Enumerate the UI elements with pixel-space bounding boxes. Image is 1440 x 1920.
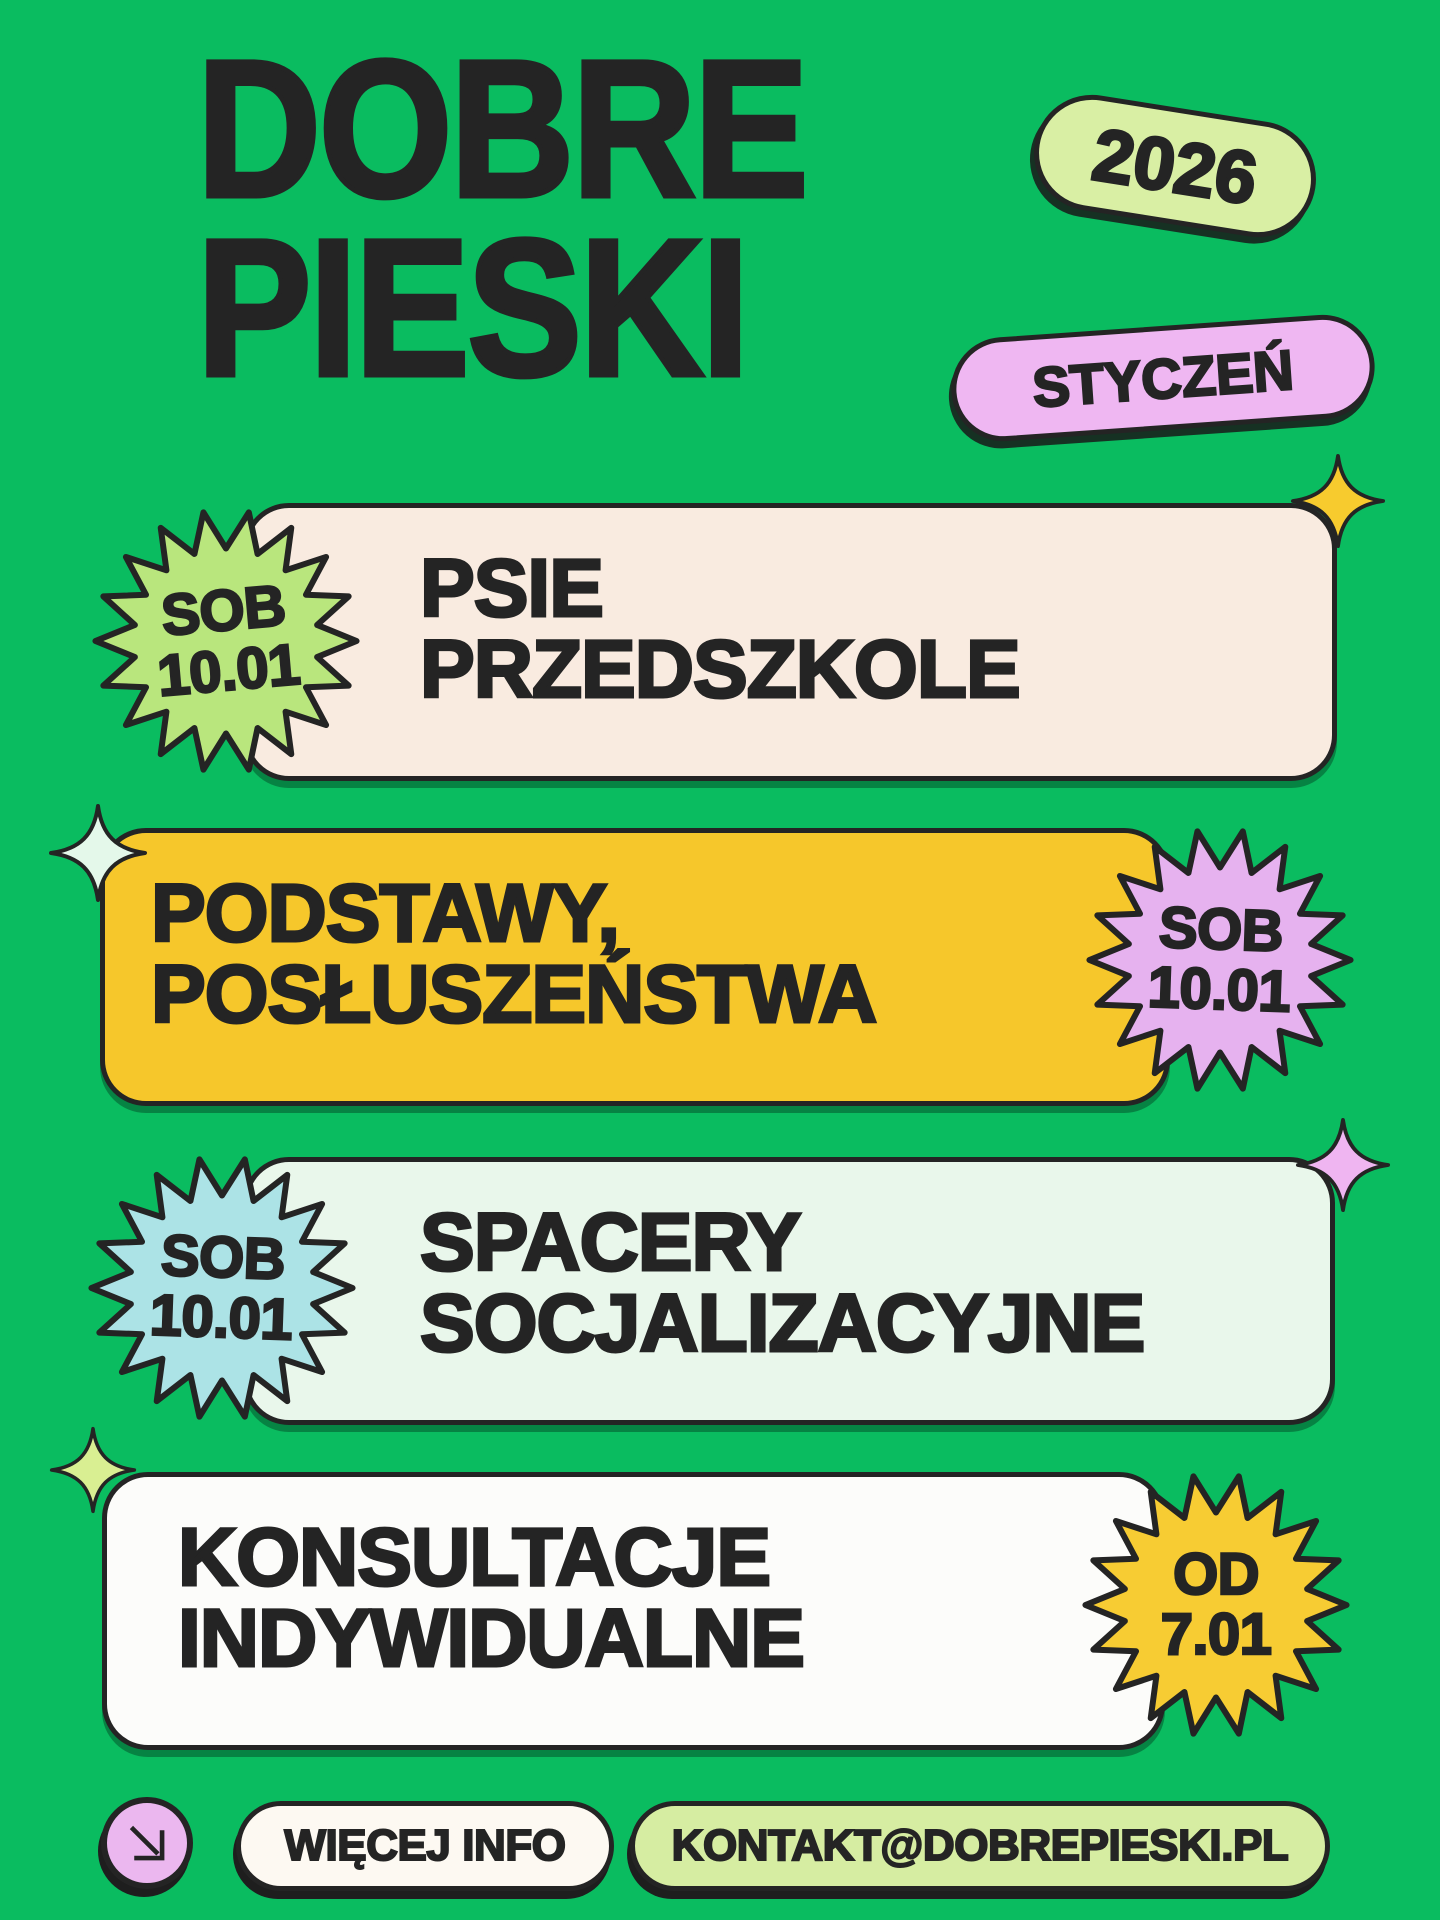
sparkle-icon [1295,1117,1391,1213]
sparkle-icon [49,1426,137,1514]
title-line-1: DOBRE [195,20,811,238]
date-badge-date: 10.01 [154,631,304,711]
event-card-konsultacje-indywidualne: KONSULTACJE INDYWIDUALNE [102,1472,1165,1750]
date-badge-date: 10.01 [1146,953,1293,1025]
event-title: PSIE PRZEDSZKOLE [419,543,1023,716]
contact-label: KONTAKT@DOBREPIESKI.PL [671,1820,1290,1871]
starburst-icon [88,1156,356,1420]
sparkle-icon [48,803,148,903]
date-badge-day: OD [1172,1541,1261,1607]
arrow-button[interactable] [101,1797,193,1889]
event-title: KONSULTACJE INDYWIDUALNE [177,1512,807,1685]
date-badge-day: SOB [1157,893,1286,965]
arrow-down-right-icon [129,1825,165,1861]
contact-button[interactable]: KONTAKT@DOBREPIESKI.PL [630,1801,1330,1891]
date-badge-day: SOB [159,1221,288,1293]
date-badge-starburst: SOB 10.01 [1084,824,1356,1096]
starburst-icon [1086,828,1354,1092]
month-badge-label: STYCZEŃ [1029,336,1297,420]
date-badge-starburst: SOB 10.01 [86,1152,358,1424]
more-info-button[interactable]: WIĘCEJ INFO [236,1801,614,1891]
more-info-label: WIĘCEJ INFO [283,1820,567,1871]
date-badge-starburst: OD 7.01 [1080,1469,1352,1741]
year-badge: 2026 [1025,86,1325,246]
event-card-psie-przedszkole: PSIE PRZEDSZKOLE [243,503,1337,781]
month-badge: STYCZEŃ [947,311,1379,445]
date-badge-date: 7.01 [1159,1602,1273,1667]
event-title: SPACERY SOCJALIZACYJNE [418,1197,1146,1370]
year-badge-label: 2026 [1086,111,1265,222]
date-badge-starburst: SOB 10.01 [90,505,362,777]
event-card-spacery-socjalizacyjne: SPACERY SOCJALIZACYJNE [243,1157,1335,1425]
sparkle-icon [1290,453,1386,549]
date-badge-date: 10.01 [148,1281,295,1353]
starburst-icon [92,509,360,773]
page-title: DOBRE PIESKI [195,20,811,418]
title-line-2: PIESKI [195,199,752,418]
event-title: PODSTAWY, POSŁUSZEŃSTWA [149,868,878,1041]
event-card-podstawy-posluszenstwa: PODSTAWY, POSŁUSZEŃSTWA [100,828,1170,1106]
starburst-icon [1082,1473,1350,1737]
